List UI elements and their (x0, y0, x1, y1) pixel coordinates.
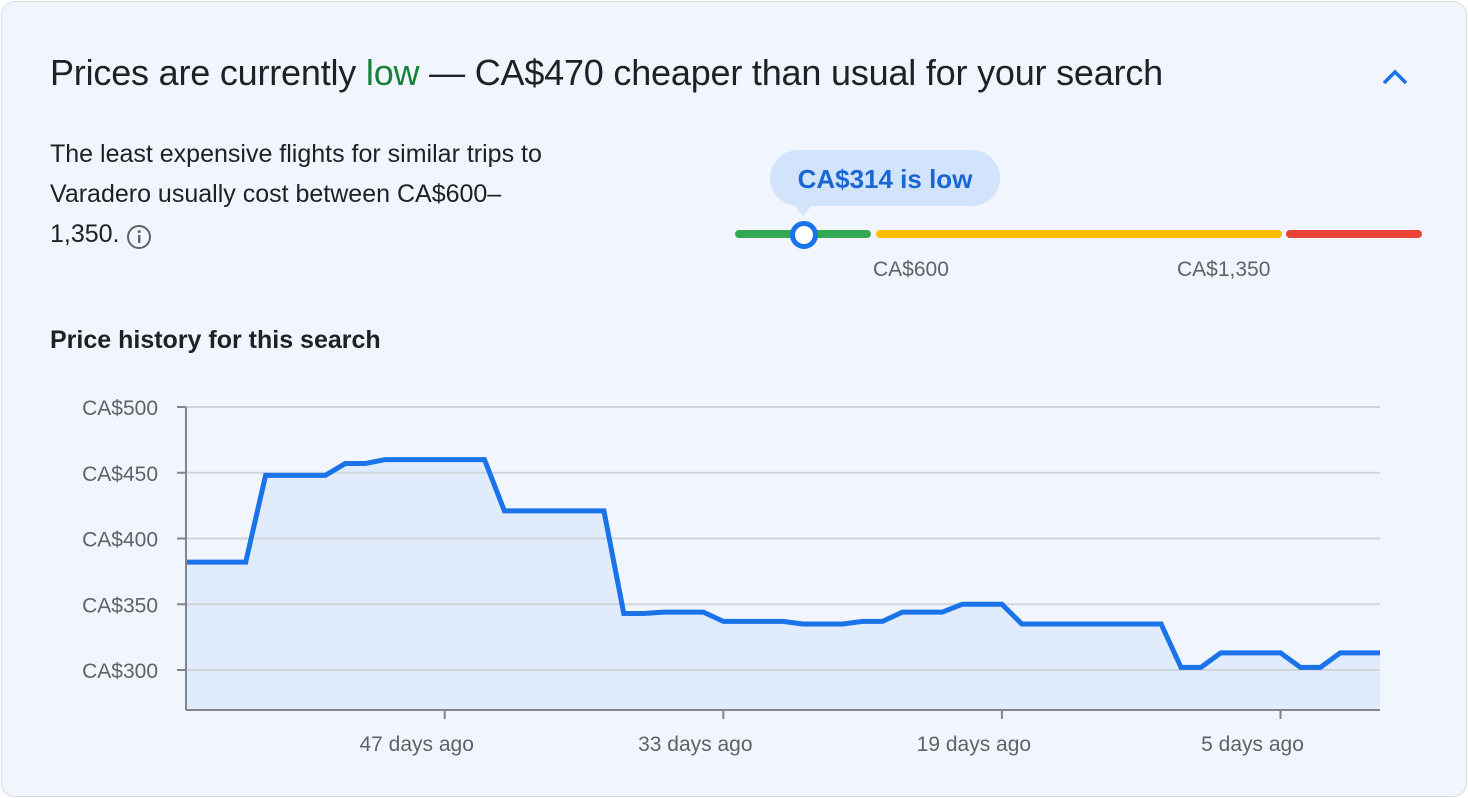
headline-suffix: — CA$470 cheaper than usual for your sea… (419, 52, 1163, 93)
y-tick-label: CA$350 (82, 594, 158, 617)
y-tick-label: CA$300 (82, 660, 158, 683)
chevron-up-icon[interactable] (1378, 60, 1412, 94)
x-tick-label: 47 days ago (359, 733, 473, 756)
x-tick-label: 19 days ago (917, 733, 1031, 756)
price-area-fill (186, 459, 1380, 710)
headline-prefix: Prices are currently (50, 52, 366, 93)
y-tick-label: CA$500 (82, 397, 158, 420)
info-icon[interactable] (126, 222, 152, 250)
low-threshold-label: CA$600 (873, 258, 949, 281)
price-line (186, 457, 1380, 670)
current-price-marker (790, 221, 818, 249)
price-status-word: low (365, 52, 420, 93)
x-tick-label: 5 days ago (1201, 733, 1304, 756)
price-range-description: The least expensive flights for similar … (50, 134, 550, 254)
y-tick-label: CA$400 (82, 529, 158, 552)
x-tick-label: 33 days ago (638, 733, 752, 756)
price-history-title: Price history for this search (50, 326, 381, 354)
high-threshold-label: CA$1,350 (1177, 258, 1271, 281)
description-text: The least expensive flights for similar … (50, 140, 542, 248)
high-range-bar (1286, 230, 1422, 238)
price-status-headline: Prices are currently low — CA$470 cheape… (50, 52, 1163, 94)
typical-range-bar (876, 230, 1282, 238)
y-tick-label: CA$450 (82, 463, 158, 486)
current-price-bubble: CA$314 is low (770, 150, 1000, 216)
